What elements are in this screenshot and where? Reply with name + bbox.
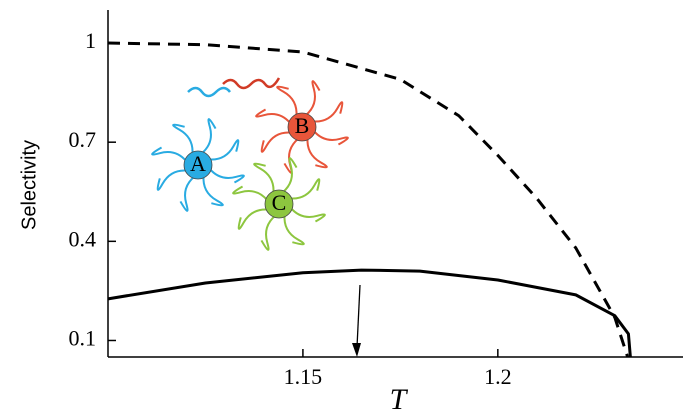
arm xyxy=(172,123,194,155)
y-tick-label: 0.4 xyxy=(69,226,97,251)
molecule-label: B xyxy=(295,113,310,138)
arm xyxy=(312,129,349,146)
arm xyxy=(260,131,292,153)
arm xyxy=(237,208,269,230)
molecule: C xyxy=(232,157,326,251)
curve xyxy=(107,41,630,358)
molecule-label: C xyxy=(272,190,287,215)
arrow xyxy=(352,284,361,357)
arm xyxy=(281,157,298,194)
x-tick-label: 1.15 xyxy=(284,364,323,389)
arm xyxy=(179,175,196,212)
arm xyxy=(255,108,292,125)
y-tick-label: 0.7 xyxy=(69,127,97,152)
arm xyxy=(276,85,298,117)
molecule: B xyxy=(255,80,349,174)
core xyxy=(264,189,294,219)
arm xyxy=(289,206,326,223)
arm xyxy=(156,169,188,191)
arm xyxy=(232,185,269,202)
molecules: A B C xyxy=(151,77,349,251)
x-axis-label: T xyxy=(390,383,409,416)
arm xyxy=(306,137,328,169)
y-tick-label: 0.1 xyxy=(69,326,97,351)
curve xyxy=(107,268,632,358)
arm xyxy=(283,214,305,246)
arm xyxy=(289,178,321,200)
arm xyxy=(312,101,344,123)
molecule-label: A xyxy=(190,151,206,176)
arm xyxy=(253,162,275,194)
y-axis-label: Selectivity xyxy=(18,140,40,230)
arm xyxy=(304,80,321,117)
x-tick-label: 1.2 xyxy=(484,364,512,389)
arm xyxy=(200,118,217,155)
arm xyxy=(208,167,245,184)
arm xyxy=(260,214,277,251)
molecule: A xyxy=(151,118,245,212)
arm xyxy=(202,175,224,207)
y-tick-label: 1 xyxy=(85,28,96,53)
arm xyxy=(151,146,188,163)
arm xyxy=(208,139,240,161)
core xyxy=(287,112,317,142)
core xyxy=(183,150,213,180)
